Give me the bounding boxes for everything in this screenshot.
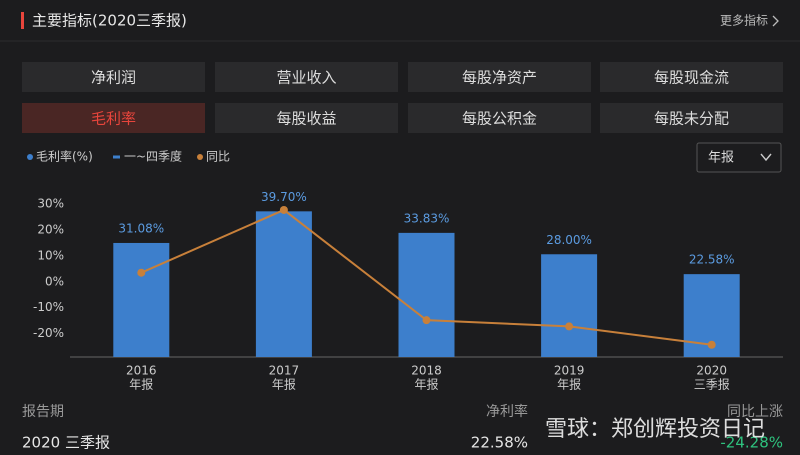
bar [398,232,455,357]
line-point [422,316,431,325]
table-header: 报告期 [22,404,64,420]
y-tick-label: 20% [37,222,64,236]
bar-value-label: 33.83% [404,211,450,225]
x-tick-label: 年报 [129,377,153,392]
line-point [707,340,716,349]
x-tick-label: 2018 [411,364,442,378]
table-cell: -24.28% [720,434,783,452]
tab-label: 营业收入 [276,69,336,87]
dropdown-arrow [760,153,772,162]
tab[interactable] [22,103,205,133]
tab-label: 每股未分配 [654,110,729,128]
x-tick-label: 年报 [557,377,581,392]
bar-value-label: 31.08% [118,221,164,235]
tab-label: 每股净资产 [462,69,537,87]
tab[interactable] [215,103,398,133]
table-cell: 22.58% [471,434,528,452]
watermark: 雪球：郑创辉投资日记 [545,417,765,442]
line-point [279,205,288,214]
x-tick-label: 三季报 [694,377,730,392]
section-title: 主要指标(2020三季报) [32,12,187,30]
bar-value-label: 28.00% [546,233,592,247]
line-point [137,268,146,277]
x-tick-label: 2020 [696,364,727,378]
tab[interactable] [22,62,205,92]
more-link[interactable]: 更多指标 [720,13,768,28]
title-marker [21,12,24,29]
legend-label[interactable]: 一~四季度 [124,149,182,164]
bar-value-label: 22.58% [689,253,735,267]
x-tick-label: 年报 [414,377,438,392]
bar [541,254,598,357]
y-tick-label: 30% [37,197,64,211]
table-cell: 2020 三季报 [22,434,110,452]
tab[interactable] [600,103,783,133]
table-header: 净利率 [486,403,528,420]
y-tick-label: 10% [37,248,64,262]
tab-label: 每股收益 [276,110,336,128]
y-tick-label: 0% [45,274,64,288]
bar [255,211,312,357]
y-tick-label: -10% [33,300,64,314]
tab-label: 每股现金流 [654,69,729,87]
y-tick-label: -20% [33,326,64,340]
legend-label[interactable]: 毛利率(%) [36,149,93,164]
tab[interactable] [600,62,783,92]
table-header: 同比上涨 [727,404,783,420]
dropdown-label: 年报 [708,151,734,166]
bar [113,242,170,357]
tab-label: 净利润 [91,69,136,87]
legend-icon [27,154,33,160]
line-point [565,322,574,331]
tab[interactable] [408,62,591,92]
tab-label: 毛利率 [91,110,136,128]
x-tick-label: 2017 [269,364,300,378]
dropdown[interactable] [696,142,782,173]
x-tick-label: 年报 [272,377,296,392]
bar-value-label: 39.70% [261,190,307,204]
more-arrow [772,15,779,27]
legend-icon [197,154,203,160]
tab[interactable] [215,62,398,92]
legend-label[interactable]: 同比 [206,150,230,164]
x-tick-label: 2019 [554,364,585,378]
tab[interactable] [408,103,591,133]
tab-label: 每股公积金 [462,110,537,128]
x-tick-label: 2016 [126,364,157,378]
